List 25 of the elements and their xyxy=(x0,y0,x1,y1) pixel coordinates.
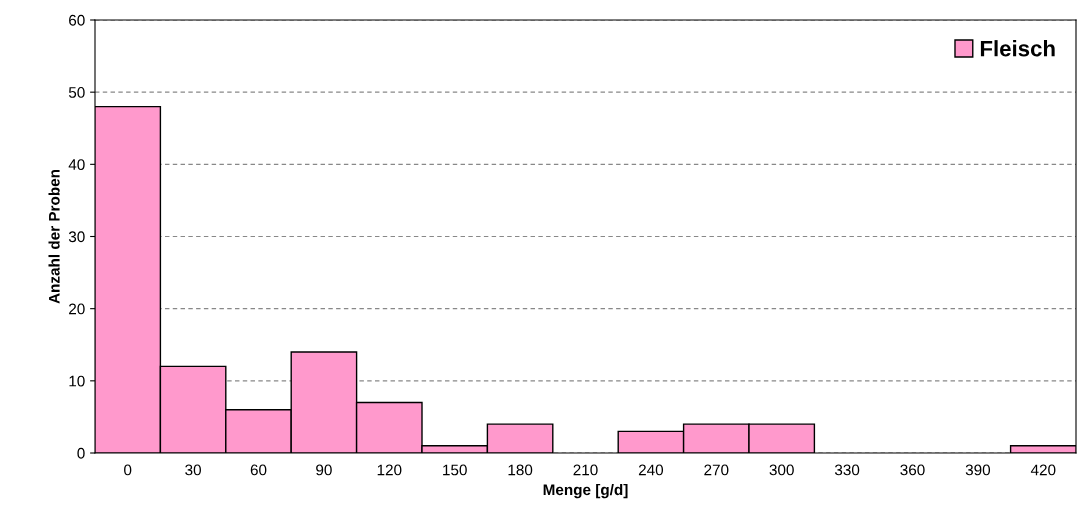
x-tick-label: 210 xyxy=(573,464,598,476)
x-tick-label: 330 xyxy=(834,464,860,476)
x-tick-label: 30 xyxy=(185,464,201,476)
y-tick-label: 20 xyxy=(69,303,85,315)
y-axis-title: Anzahl der Proben xyxy=(48,169,60,304)
x-tick-label: 120 xyxy=(377,464,402,476)
x-tick-label: 270 xyxy=(704,464,729,476)
y-tick-label: 0 xyxy=(77,447,85,459)
x-tick-label: 180 xyxy=(508,464,533,476)
x-axis-title: Menge [g/d] xyxy=(543,483,628,499)
x-tick-label: 420 xyxy=(1030,464,1056,476)
x-tick-label: 390 xyxy=(965,464,991,476)
y-tick-label: 10 xyxy=(69,375,85,387)
x-tick-label: 90 xyxy=(316,464,332,476)
y-tick-label: 60 xyxy=(69,14,85,26)
x-tick-label: 240 xyxy=(638,464,664,476)
y-tick-label: 40 xyxy=(68,159,85,171)
x-tick-label: 300 xyxy=(769,464,794,476)
x-tick-label: 150 xyxy=(443,464,467,476)
y-tick-label: 50 xyxy=(68,87,85,98)
x-tick-label: 60 xyxy=(250,464,267,476)
x-tick-label: 360 xyxy=(900,464,925,476)
x-tick-label: 0 xyxy=(124,464,132,476)
legend-label: Fleisch xyxy=(980,40,1055,57)
y-tick-label: 30 xyxy=(68,231,85,243)
